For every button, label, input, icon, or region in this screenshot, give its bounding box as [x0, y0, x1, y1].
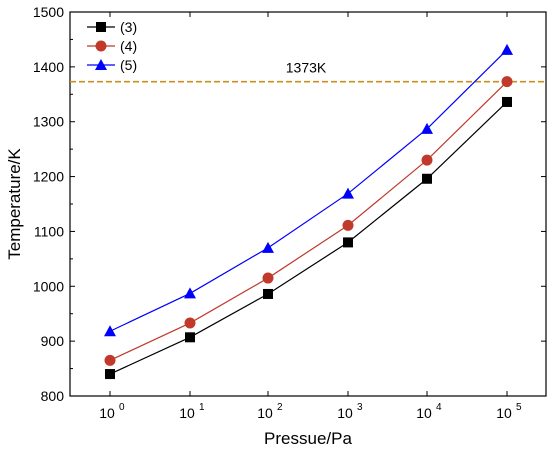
y-tick-label: 800 [41, 388, 65, 404]
marker-circle [421, 154, 433, 166]
marker-circle [104, 354, 116, 366]
marker-circle [95, 40, 107, 52]
legend-label: (3) [120, 19, 137, 35]
series-line [109, 49, 508, 332]
x-axis-label: Pressue/Pa [264, 429, 352, 448]
marker-square [502, 96, 512, 107]
marker-triangle [342, 187, 354, 199]
x-tick-label: 10 [257, 405, 273, 421]
x-tick-label: 10 [416, 405, 432, 421]
marker-square [105, 369, 115, 380]
x-tick-label: 10 [496, 405, 512, 421]
x-tick-exponent: 0 [119, 402, 125, 413]
x-tick-exponent: 1 [199, 402, 205, 413]
marker-square [343, 237, 353, 248]
marker-square [263, 288, 273, 299]
marker-circle [342, 219, 354, 231]
x-tick-exponent: 5 [516, 402, 522, 413]
y-tick-label: 1200 [33, 169, 64, 185]
marker-square [96, 22, 106, 32]
marker-triangle [262, 241, 274, 253]
marker-circle [501, 76, 513, 88]
marker-circle [262, 272, 274, 284]
marker-triangle [95, 59, 107, 70]
y-tick-label: 900 [41, 333, 65, 349]
y-tick-label: 1000 [33, 278, 64, 294]
series-line [109, 81, 508, 361]
marker-triangle [501, 43, 513, 55]
marker-circle [184, 317, 196, 329]
marker-triangle [184, 287, 196, 299]
legend-label: (5) [120, 57, 137, 73]
x-tick-exponent: 4 [436, 402, 442, 413]
y-tick-label: 1100 [34, 223, 64, 239]
y-tick-label: 1500 [33, 4, 64, 20]
y-tick-label: 1300 [33, 114, 64, 130]
legend: (3) (4) (5) [87, 19, 137, 73]
reference-line-label: 1373K [286, 60, 327, 76]
reference-line-group: 1373K [70, 60, 546, 83]
y-axis-label: Temperature/K [5, 148, 24, 260]
y-tick-label: 1400 [33, 59, 64, 75]
marker-triangle [104, 325, 116, 337]
series-line [109, 101, 508, 375]
x-tick-label: 10 [99, 405, 115, 421]
x-tick-exponent: 2 [277, 402, 283, 413]
x-tick-label: 10 [337, 405, 353, 421]
series-group [104, 43, 513, 380]
marker-triangle [421, 122, 433, 134]
x-tick-exponent: 3 [357, 402, 363, 413]
x-tick-label: 10 [179, 405, 195, 421]
legend-label: (4) [120, 38, 137, 54]
marker-square [422, 173, 432, 184]
marker-square [185, 332, 195, 343]
